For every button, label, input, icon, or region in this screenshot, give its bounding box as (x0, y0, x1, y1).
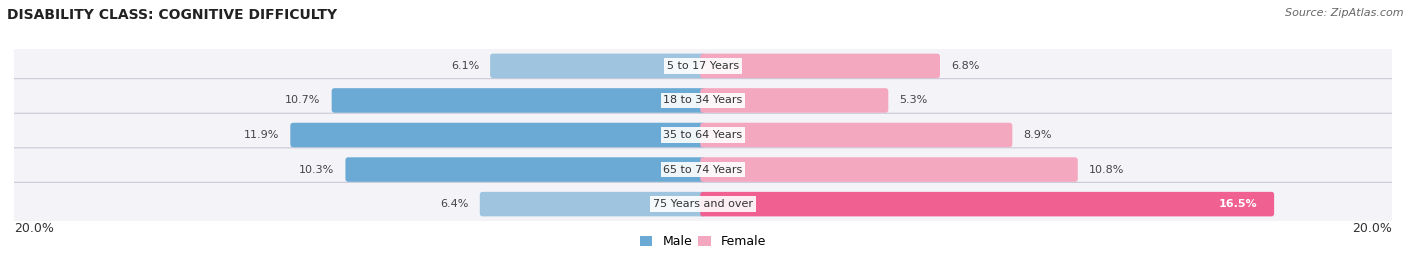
FancyBboxPatch shape (700, 88, 889, 113)
FancyBboxPatch shape (491, 54, 706, 78)
Text: 35 to 64 Years: 35 to 64 Years (664, 130, 742, 140)
Text: 5.3%: 5.3% (900, 95, 928, 106)
FancyBboxPatch shape (1, 182, 1405, 226)
Text: 20.0%: 20.0% (14, 222, 53, 235)
FancyBboxPatch shape (346, 157, 706, 182)
Text: 16.5%: 16.5% (1219, 199, 1257, 209)
Text: 8.9%: 8.9% (1024, 130, 1052, 140)
Text: 65 to 74 Years: 65 to 74 Years (664, 164, 742, 175)
Text: 20.0%: 20.0% (1353, 222, 1392, 235)
FancyBboxPatch shape (332, 88, 706, 113)
FancyBboxPatch shape (1, 113, 1405, 157)
FancyBboxPatch shape (700, 123, 1012, 147)
FancyBboxPatch shape (1, 44, 1405, 88)
FancyBboxPatch shape (1, 148, 1405, 191)
Text: 11.9%: 11.9% (243, 130, 280, 140)
Text: DISABILITY CLASS: COGNITIVE DIFFICULTY: DISABILITY CLASS: COGNITIVE DIFFICULTY (7, 8, 337, 22)
Text: 5 to 17 Years: 5 to 17 Years (666, 61, 740, 71)
Text: 10.7%: 10.7% (285, 95, 321, 106)
FancyBboxPatch shape (700, 54, 941, 78)
Text: 6.1%: 6.1% (451, 61, 479, 71)
FancyBboxPatch shape (1, 79, 1405, 122)
Text: 10.8%: 10.8% (1088, 164, 1125, 175)
Text: 10.3%: 10.3% (299, 164, 335, 175)
Text: 18 to 34 Years: 18 to 34 Years (664, 95, 742, 106)
Text: 6.8%: 6.8% (950, 61, 980, 71)
FancyBboxPatch shape (479, 192, 706, 216)
FancyBboxPatch shape (700, 192, 1274, 216)
Text: 6.4%: 6.4% (440, 199, 468, 209)
Text: Source: ZipAtlas.com: Source: ZipAtlas.com (1285, 8, 1403, 18)
Legend: Male, Female: Male, Female (636, 230, 770, 253)
FancyBboxPatch shape (290, 123, 706, 147)
FancyBboxPatch shape (700, 157, 1078, 182)
Text: 75 Years and over: 75 Years and over (652, 199, 754, 209)
